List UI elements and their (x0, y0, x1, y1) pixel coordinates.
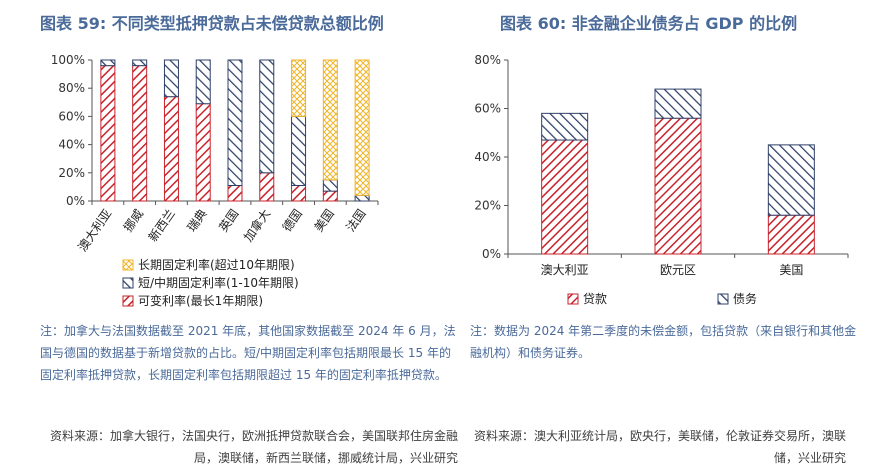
legend-swatch (567, 293, 579, 305)
x-category-label: 英国 (216, 207, 241, 235)
bar-segment (291, 184, 307, 202)
chart-title-left: 图表 59: 不同类型抵押贷款占未偿贷款总额比例 (40, 14, 384, 33)
x-category-label: 澳大利亚 (75, 207, 114, 254)
bar-segment (541, 112, 589, 141)
y-tick-label: 80% (474, 53, 501, 67)
bar-segment (163, 96, 179, 202)
y-tick-label: 20% (58, 166, 85, 180)
y-tick-label: 60% (58, 109, 85, 123)
bar-segment (767, 144, 815, 216)
bar-segment (195, 59, 211, 105)
x-category-label: 德国 (279, 206, 305, 234)
y-tick-label: 60% (474, 102, 501, 116)
x-category-label: 法国 (343, 207, 368, 235)
y-tick-label: 0% (66, 194, 85, 208)
bar-segment (354, 59, 370, 196)
legend-label: 短/中期固定利率(1-10年期限) (138, 275, 299, 290)
bar-segment (291, 115, 307, 186)
bar-segment (291, 59, 307, 117)
y-tick-label: 0% (482, 247, 501, 261)
bar-segment (654, 117, 702, 255)
bar-segment (163, 59, 179, 98)
x-category-label: 挪威 (121, 207, 146, 235)
bar-segment (322, 190, 338, 202)
x-category-label: 新西兰 (145, 206, 178, 244)
source-left: 资料来源：加拿大银行，法国央行，欧洲抵押贷款联合会，美国联邦住房金融局，澳联储，… (49, 429, 458, 465)
note-right: 注：数据为 2024 年第二季度的未偿金额，包括贷款（来自银行和其他金融机构）和… (470, 324, 857, 360)
bar-segment (227, 184, 243, 202)
y-tick-label: 80% (58, 81, 85, 95)
bar-segment (195, 103, 211, 202)
bar-segment (132, 65, 148, 202)
x-category-label: 澳大利亚 (541, 263, 589, 277)
legend-label: 贷款 (583, 292, 607, 306)
bar-segment (322, 179, 338, 192)
bar-segment (227, 59, 243, 186)
legend-swatch (122, 295, 134, 307)
legend-label: 长期固定利率(超过10年期限) (138, 257, 295, 272)
source-right: 资料来源：澳大利亚统计局，欧央行，美联储，伦敦证券交易所，澳联储，兴业研究 (473, 429, 846, 465)
bar-segment (100, 59, 116, 67)
legend-label: 债务 (733, 291, 757, 306)
bar-segment (541, 139, 589, 255)
bar-segment (259, 59, 275, 174)
x-category-label: 美国 (312, 207, 337, 235)
x-category-label: 加拿大 (240, 206, 273, 244)
bar-segment (654, 88, 702, 119)
legend-swatch (122, 277, 134, 289)
legend-swatch (717, 293, 729, 305)
y-tick-label: 40% (58, 138, 85, 152)
bar-segment (132, 59, 148, 67)
legend-swatch (122, 259, 134, 271)
bar-segment (354, 194, 370, 202)
x-category-label: 欧元区 (660, 263, 696, 277)
y-tick-label: 40% (474, 150, 501, 164)
x-category-label: 美国 (779, 263, 803, 277)
legend-label: 可变利率(最长1年期限) (138, 293, 263, 308)
x-category-label: 瑞典 (184, 207, 209, 235)
bar-segment (259, 172, 275, 202)
chart-title-right: 图表 60: 非金融企业债务占 GDP 的比例 (500, 14, 798, 33)
note-left: 注：加拿大与法国数据截至 2021 年底，其他国家数据截至 2024 年 6 月… (40, 324, 456, 382)
bar-segment (322, 59, 338, 181)
y-tick-label: 100% (51, 53, 85, 67)
bar-segment (767, 214, 815, 255)
bar-segment (100, 65, 116, 202)
y-tick-label: 20% (474, 199, 501, 213)
